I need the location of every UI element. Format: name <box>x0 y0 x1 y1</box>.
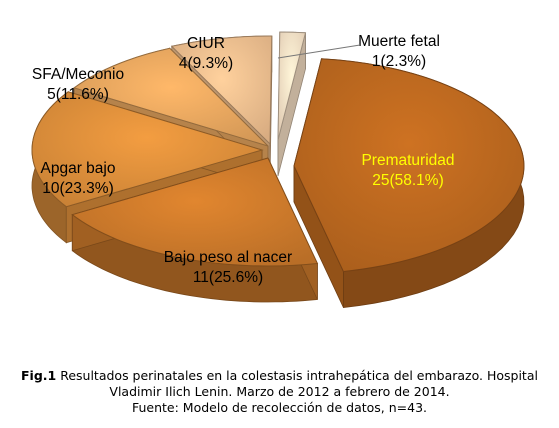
slice-label-name: CIUR <box>187 35 225 52</box>
caption-line-2: Vladimir Ilich Lenin. Marzo de 2012 a fe… <box>109 384 450 399</box>
pie-slice <box>71 157 319 303</box>
slice-label-value: 5(11.6%) <box>47 86 109 103</box>
slice-label-value: 11(25.6%) <box>193 269 263 286</box>
slice-label-value: 10(23.3%) <box>42 180 114 197</box>
slice-top <box>293 58 525 273</box>
slice-top <box>31 91 264 208</box>
figure-caption: Fig.1 Resultados perinatales en la coles… <box>0 368 559 416</box>
slice-label-name: SFA/Meconio <box>32 66 124 83</box>
slice-top <box>73 47 269 147</box>
slice-top <box>170 35 273 146</box>
pie-slice <box>277 31 307 177</box>
slice-label-name: Muerte fetal <box>358 33 440 50</box>
slice-label-name: Bajo peso al nacer <box>164 249 292 266</box>
leader-line <box>277 44 361 59</box>
figure-label: Fig.1 <box>21 368 57 383</box>
pie-chart: Prematuridad 25(58.1%) Bajo peso al nacer 1… <box>31 31 525 308</box>
pie-slice <box>293 58 525 308</box>
caption-line-1: Fig.1 Resultados perinatales en la coles… <box>0 368 559 384</box>
caption-line-3: Fuente: Modelo de recolección de datos, … <box>131 400 428 415</box>
slice-label-value: 1(2.3%) <box>372 53 426 70</box>
slice-label-value: 4(9.3%) <box>179 55 233 72</box>
slice-top <box>277 31 307 141</box>
caption-text-1: Resultados perinatales en la colestasis … <box>56 368 538 383</box>
slice-label-name: Prematuridad <box>361 152 454 169</box>
slice-top <box>71 157 319 267</box>
slice-label-name: Apgar bajo <box>41 160 116 177</box>
slice-label-value: 25(58.1%) <box>372 172 444 189</box>
